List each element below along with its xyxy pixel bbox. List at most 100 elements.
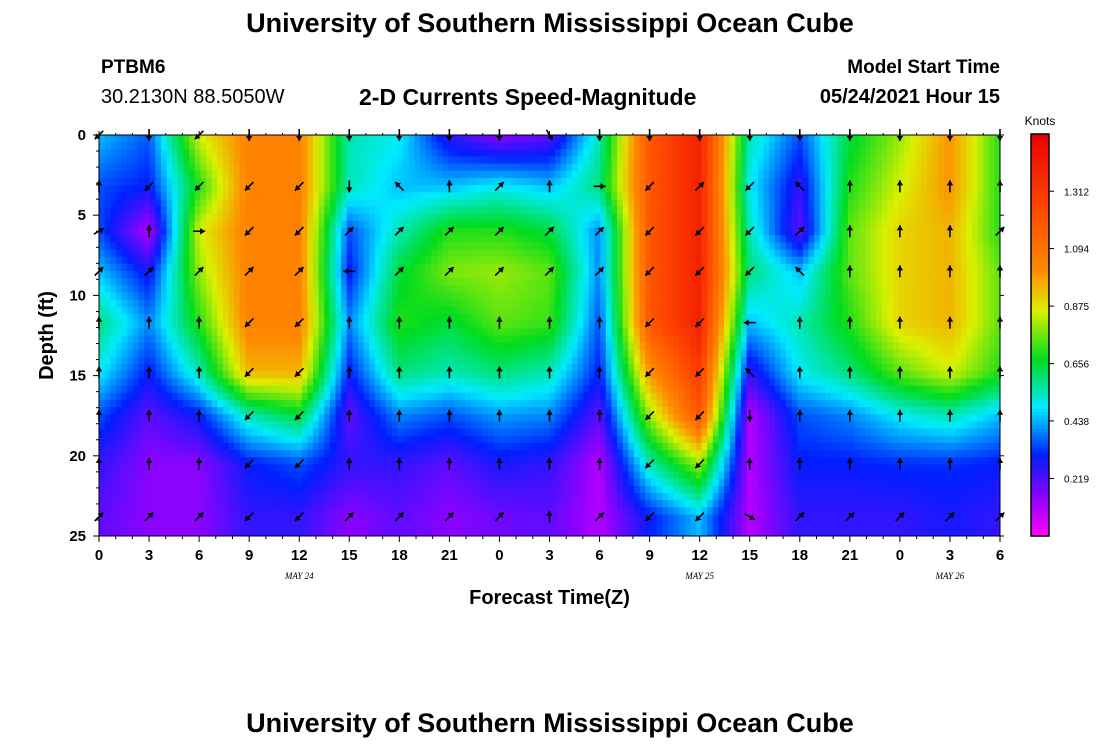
heat-cell [526,142,534,150]
heat-cell [470,299,477,308]
heat-cell [481,278,489,286]
heat-cell [296,256,303,265]
heat-cell [419,263,427,272]
heat-cell [374,285,382,294]
heat-cell [577,185,584,193]
heat-cell [160,278,168,286]
heat-cell [752,335,759,344]
heat-cell [414,278,421,286]
heat-cell [481,135,489,143]
heat-cell [831,271,838,279]
heat-cell [662,292,669,301]
heat-cell [690,292,697,301]
heat-cell [538,149,545,158]
heat-cell [994,249,1000,258]
heat-cell [543,156,551,165]
heat-cell [617,314,624,322]
heat-cell [538,249,545,258]
heat-cell [476,192,483,201]
heat-cell [217,328,224,337]
heat-cell [757,271,765,279]
heat-cell [560,213,567,222]
heat-cell [307,285,314,294]
heat-cell [836,249,843,258]
heat-cell [915,235,922,244]
heat-cell [425,249,432,258]
heat-cell [358,342,365,351]
heat-cell [324,185,331,193]
heat-cell [864,185,872,193]
heat-cell [611,299,618,308]
heat-cell [994,314,1000,322]
heat-cell [99,149,106,158]
heat-cell [476,142,483,150]
heat-cell [701,256,708,265]
heat-cell [938,220,945,229]
heat-cell [312,213,320,222]
heat-cell [769,135,776,143]
heat-cell [149,285,156,294]
heat-cell [943,306,950,315]
heat-cell [802,163,810,172]
heat-cell [273,163,280,172]
heat-cell [301,321,308,329]
heat-cell [966,206,973,215]
heat-cell [943,349,950,358]
heat-cell [200,249,207,258]
heat-cell [419,285,427,294]
heat-cell [301,163,308,172]
heat-cell [386,220,393,229]
heat-cell [949,299,956,308]
heat-cell [611,185,618,193]
heat-cell [887,335,894,344]
heat-cell [442,292,449,301]
heat-cell [251,185,258,193]
heat-cell [239,228,247,236]
heat-cell [436,149,444,158]
heat-cell [802,299,810,308]
heat-cell [448,328,455,337]
heat-cell [701,142,708,150]
heat-cell [369,192,376,201]
heat-cell [583,306,590,315]
heat-cell [656,249,663,258]
heat-cell [938,156,945,165]
heat-cell [239,299,247,308]
heat-cell [251,278,258,286]
heat-cell [341,292,348,301]
heat-cell [262,242,269,251]
heat-cell [853,278,860,286]
heat-cell [149,292,156,301]
heat-cell [842,235,849,244]
heat-cell [245,342,252,351]
heat-cell [893,285,900,294]
heat-cell [526,306,534,315]
heat-cell [690,156,697,165]
heat-cell [99,314,106,322]
heat-cell [127,156,134,165]
heat-cell [245,177,252,186]
heat-cell [847,278,855,286]
heat-cell [448,220,455,229]
heat-cell [290,328,297,337]
heat-cell [515,163,522,172]
heat-cell [121,292,128,301]
heat-cell [115,213,123,222]
heat-cell [470,185,477,193]
heat-cell [363,228,370,236]
heat-cell [633,242,641,251]
heat-cell [453,256,460,265]
heat-cell [988,170,995,179]
heat-cell [307,306,314,315]
heat-cell [245,335,252,344]
heat-cell [121,163,128,172]
heat-cell [543,292,551,301]
heat-cell [228,206,235,215]
heat-cell [786,249,793,258]
heat-cell [684,142,691,150]
heat-cell [876,149,883,158]
heat-cell [735,328,742,337]
heat-cell [290,256,297,265]
heat-cell [983,321,990,329]
heat-cell [555,242,562,251]
